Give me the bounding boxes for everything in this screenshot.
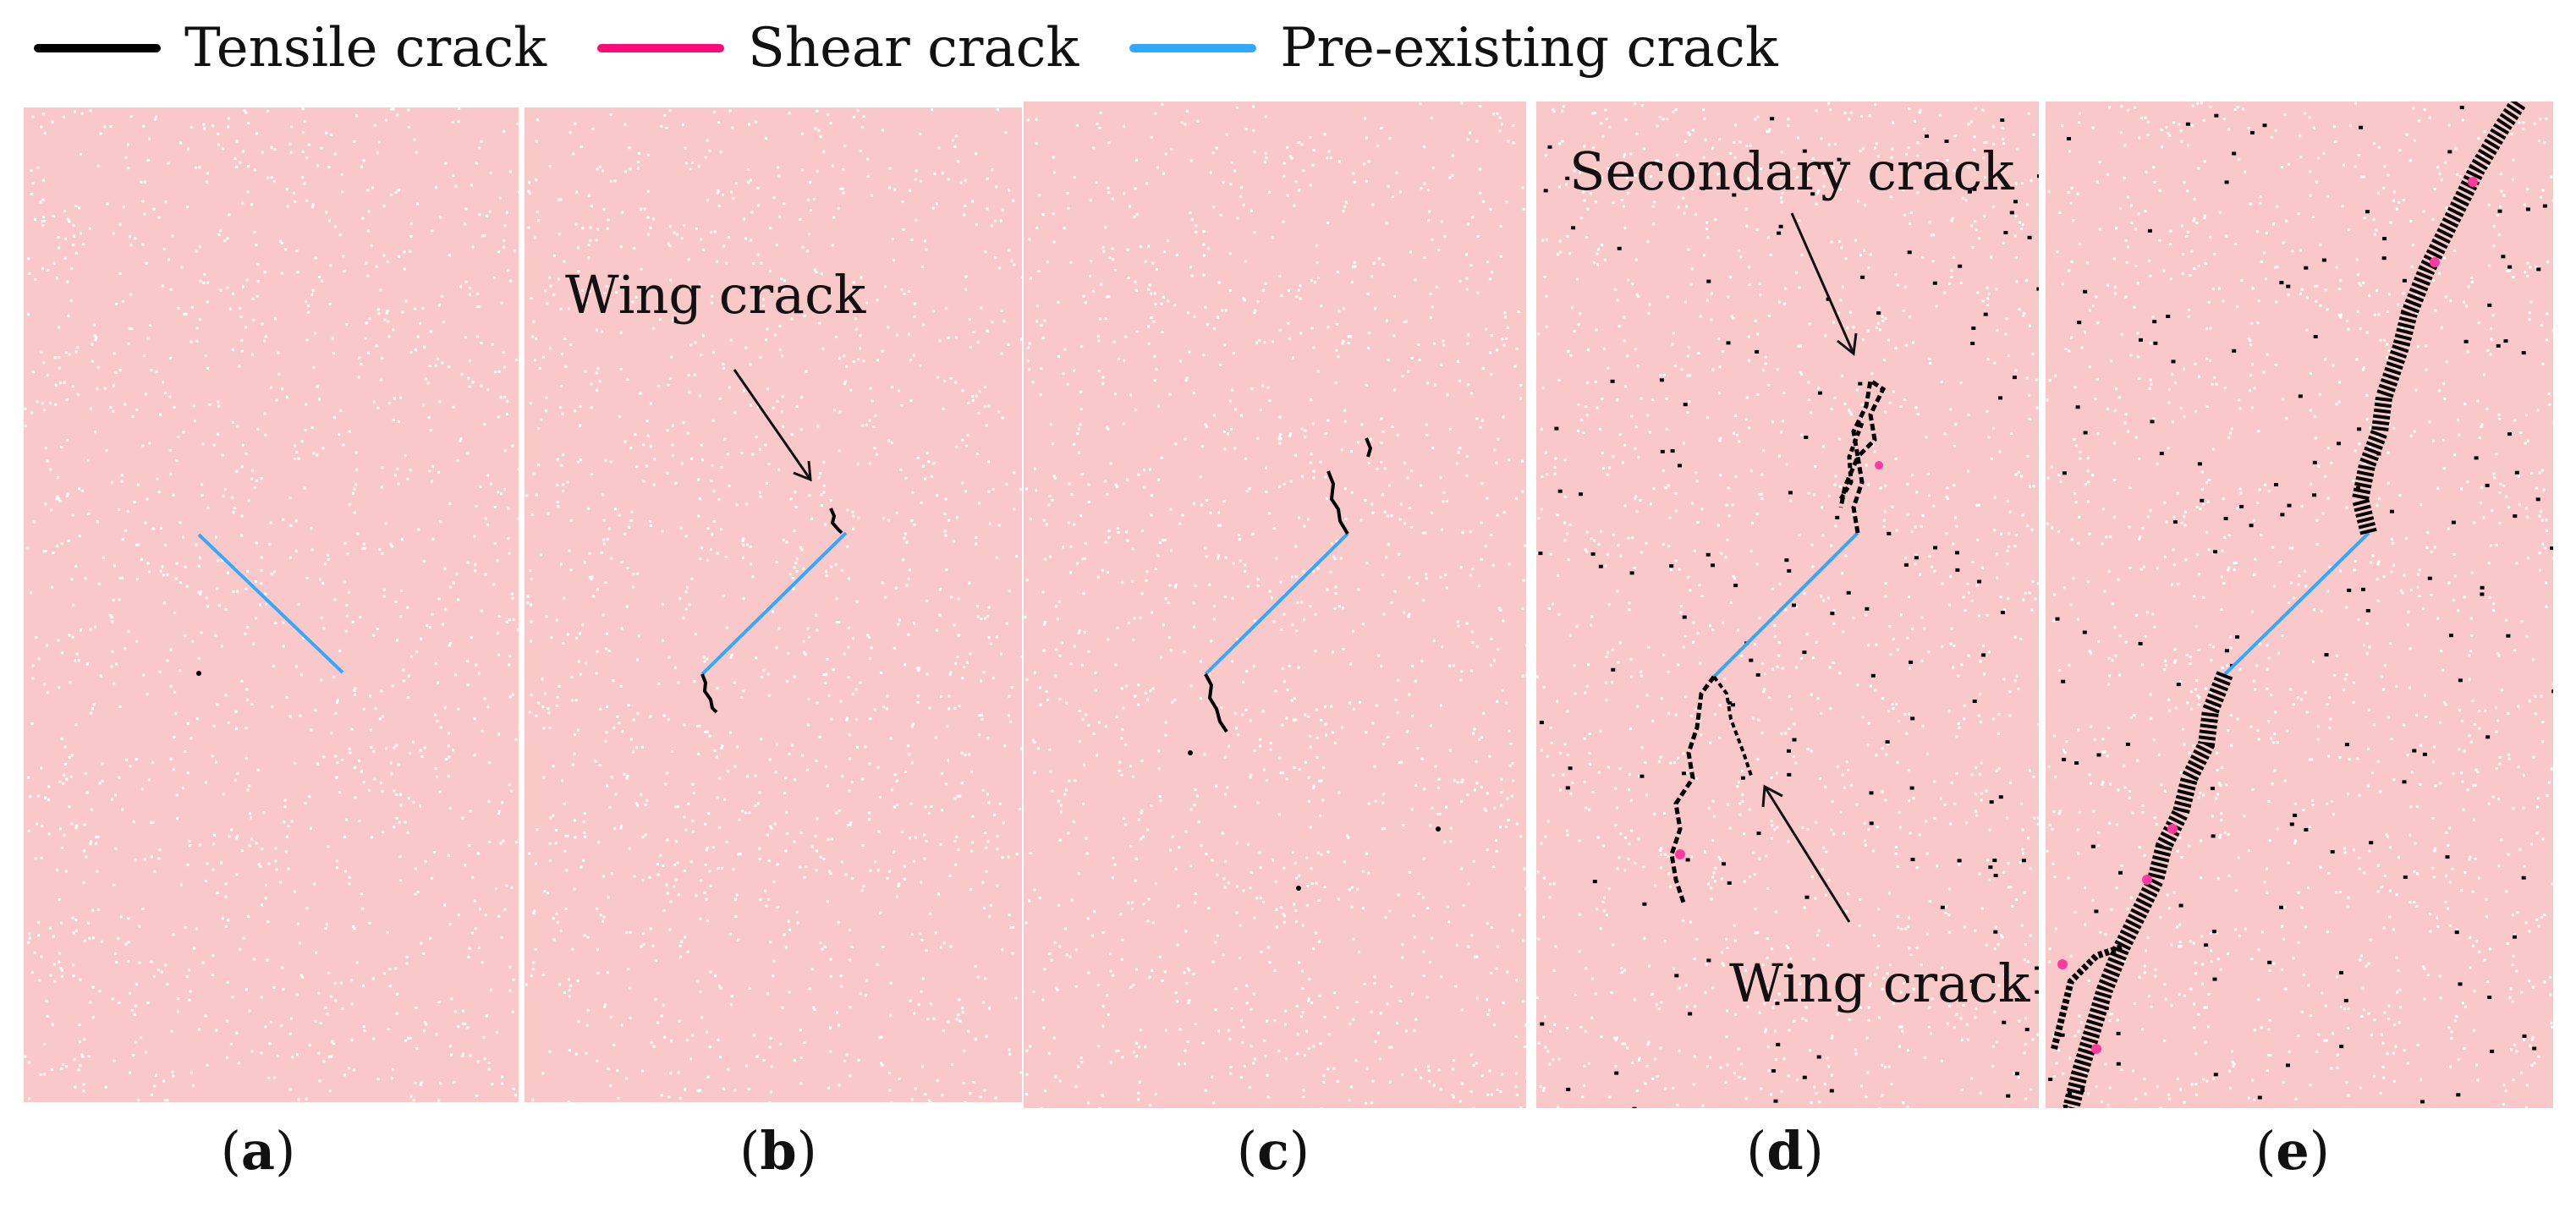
panel-a-drawing: [24, 107, 519, 1102]
panel-label-b: (b): [739, 1120, 817, 1182]
shear-band-upper: [2351, 102, 2527, 535]
wing-crack-upper-tip: [1365, 437, 1373, 458]
crack-tip: [196, 671, 201, 676]
panel-b: [525, 107, 1022, 1102]
secondary-crack-upper: [1838, 376, 1887, 534]
panel-d-annotation-secondary: Secondary crack: [1569, 140, 2014, 202]
panel-c: [1024, 102, 1526, 1108]
preexisting-crack-swatch: [1129, 44, 1257, 52]
legend-item-preexisting: Pre-existing crack: [1129, 17, 1778, 80]
panel-d-annotation-wing: Wing crack: [1729, 952, 2030, 1014]
wing-crack-arrow-head: [793, 460, 812, 482]
preexisting-crack-line: [700, 531, 848, 676]
wing-crack-upper: [1326, 470, 1349, 535]
wing-crack-lower-2: [1712, 675, 1754, 779]
branch-lower: [2051, 944, 2123, 1050]
legend-item-tensile: Tensile crack: [34, 21, 547, 75]
secondary-crack-arrow-head: [1837, 332, 1858, 356]
tensile-crack-label: Tensile crack: [184, 17, 547, 80]
panel-e-drawing: [2046, 102, 2553, 1108]
secondary-crack-upper-2: [1838, 422, 1865, 501]
panel-label-c: (c): [1236, 1120, 1310, 1182]
preexisting-crack-line: [1712, 531, 1859, 678]
wing-crack-arrow-line: [733, 369, 812, 480]
panel-d-drawing: [1536, 102, 2039, 1108]
panel-c-drawing: [1024, 102, 1526, 1108]
panel-a: [24, 107, 519, 1102]
shear-band-lower: [2062, 671, 2233, 1108]
preexisting-crack-line: [2223, 531, 2370, 676]
shear-crack-label: Shear crack: [748, 17, 1079, 80]
shear-crack-swatch: [597, 44, 725, 52]
legend: Tensile crack Shear crack Pre-existing c…: [34, 10, 1829, 86]
preexisting-crack-line: [1204, 532, 1349, 676]
wing-crack-lower: [1204, 673, 1228, 733]
panel-d: [1536, 102, 2039, 1108]
wing-crack-arrow-line: [1763, 786, 1851, 923]
wing-crack-lower: [1669, 675, 1716, 906]
legend-item-shear: Shear crack: [597, 21, 1079, 75]
wing-crack-arrow-head: [1761, 784, 1783, 808]
wing-crack-lower: [700, 673, 718, 714]
preexisting-crack-line: [197, 533, 344, 674]
panel-e: [2046, 102, 2553, 1108]
tensile-crack-swatch: [34, 44, 161, 52]
panel-label-a: (a): [220, 1120, 296, 1182]
panel-b-annotation: Wing crack: [565, 264, 866, 326]
secondary-crack-arrow-line: [1790, 212, 1855, 354]
panel-label-d: (d): [1746, 1120, 1824, 1182]
panel-b-drawing: [525, 107, 1022, 1102]
panel-label-e: (e): [2255, 1120, 2330, 1182]
wing-crack-upper: [829, 508, 843, 535]
preexisting-crack-label: Pre-existing crack: [1280, 17, 1778, 80]
